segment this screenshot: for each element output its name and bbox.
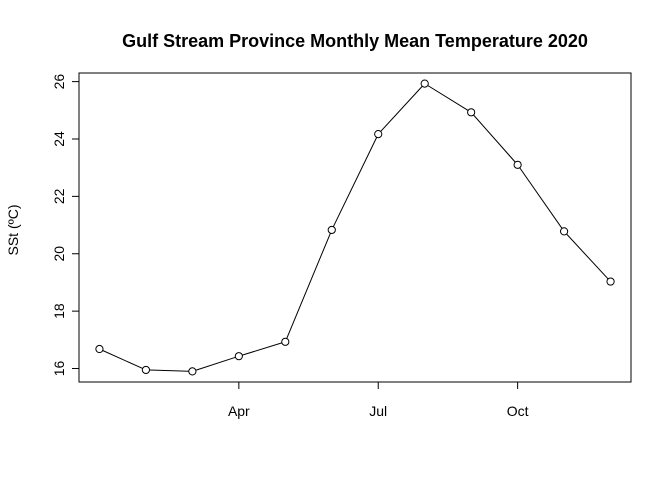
data-point: [420, 79, 429, 88]
series-segment: [195, 356, 236, 371]
data-point: [559, 227, 569, 236]
y-tick-label: 16: [51, 361, 67, 377]
data-point: [513, 160, 522, 169]
data-point: [95, 344, 104, 354]
x-axis: Apr Jul Oct: [228, 381, 529, 419]
series-segment: [473, 114, 516, 163]
series-segment: [149, 369, 189, 372]
data-point: [141, 365, 151, 375]
data-point: [188, 367, 197, 376]
data-point: [234, 352, 243, 361]
y-tick-label: 22: [51, 188, 67, 204]
x-tick-label: Oct: [507, 403, 529, 419]
y-tick-label: 20: [51, 246, 67, 262]
series-segment: [332, 137, 378, 227]
plot-frame: [78, 72, 632, 383]
data-point: [606, 277, 615, 286]
y-axis: 16 18 20 22 24 26: [51, 74, 80, 377]
y-tick-label: 26: [51, 74, 67, 90]
chart-title: Gulf Stream Province Monthly Mean Temper…: [122, 31, 588, 51]
x-tick-label: Apr: [228, 403, 250, 419]
y-tick-label: 24: [51, 131, 67, 147]
series-segment: [427, 85, 469, 111]
data-point: [327, 225, 336, 235]
series-segment: [566, 233, 609, 280]
series-segment: [286, 233, 331, 339]
y-axis-label: SSt (ºC): [5, 204, 21, 255]
series-points-group: [95, 79, 615, 376]
data-point: [281, 337, 290, 346]
data-point: [467, 108, 476, 117]
y-tick-label: 18: [51, 303, 67, 319]
x-tick-label: Jul: [369, 403, 387, 419]
data-point: [374, 130, 383, 139]
series-segment: [380, 85, 423, 132]
series-segment: [242, 342, 283, 356]
series-segment: [519, 167, 563, 229]
series-segment: [102, 350, 143, 369]
series-line-group: [102, 85, 609, 372]
